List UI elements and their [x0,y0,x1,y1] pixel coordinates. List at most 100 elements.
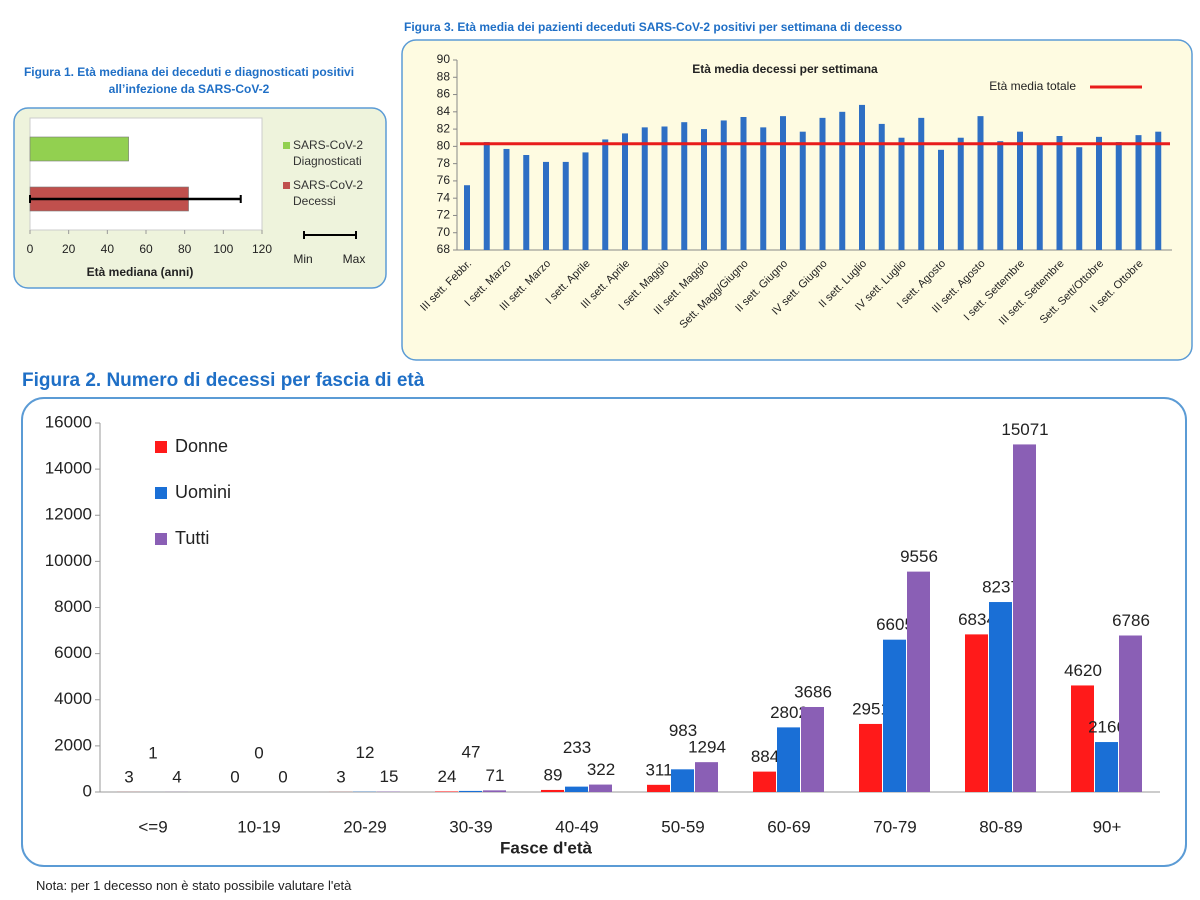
y-tick-label: 2000 [54,735,92,754]
bar [523,155,530,250]
range-legend-label: Min [293,252,312,266]
bar [1071,685,1094,792]
y-tick-label: 12000 [45,505,92,524]
x-tick-label: 40-49 [555,817,598,836]
bar [543,161,549,250]
bar [965,634,988,792]
bar [859,104,865,250]
bar [859,723,882,792]
x-tick-label: 20 [62,242,76,256]
legend-swatch [155,533,167,545]
bar [565,786,588,792]
bar [29,136,129,162]
x-tick-label: 0 [27,242,34,256]
data-label: 15 [380,767,399,786]
data-label: 1 [148,743,157,762]
bar [777,727,800,792]
bar [878,123,885,250]
y-tick-label: 80 [437,139,451,153]
bar [907,571,930,792]
x-tick-label: 70-79 [873,817,916,836]
y-tick-label: 90 [437,52,451,66]
data-label: 6786 [1112,611,1150,630]
x-tick-label: 20-29 [343,817,386,836]
bar [1096,136,1102,250]
legend-label: Tutti [175,528,209,548]
data-label: 311 [645,760,672,779]
bar [753,771,776,792]
bar [589,784,612,792]
data-label: 6834 [958,610,996,629]
bar [1013,444,1036,792]
data-label: 9556 [900,547,938,566]
data-label: 322 [587,760,615,779]
figure1-title: Figura 1. Età mediana dei deceduti e dia… [23,65,355,96]
legend-label: SARS-CoV-2 Decessi [293,178,364,208]
y-tick-label: 14000 [45,459,92,478]
x-tick-label: <=9 [138,817,167,836]
data-label: 89 [544,765,563,784]
x-tick-label: 30-39 [449,817,492,836]
bar [483,790,506,792]
y-tick-label: 10000 [45,551,92,570]
bar [989,602,1012,792]
bar [622,133,628,250]
y-tick-label: 68 [437,242,451,256]
y-tick-label: 88 [437,69,451,83]
bar [1115,142,1122,250]
bar [819,117,826,250]
data-label: 12 [356,743,375,762]
data-label: 1294 [688,738,726,757]
x-axis-label: Età mediana (anni) [87,265,194,279]
bar [681,122,688,250]
bar [562,161,569,250]
x-tick-label: 40 [101,242,115,256]
legend-label: Uomini [175,482,231,502]
data-label: 3 [124,767,133,786]
bar [582,152,589,250]
x-tick-label: 60 [139,242,153,256]
y-tick-label: 8000 [54,597,92,616]
x-tick-label: 120 [252,242,272,256]
data-label: 2802 [770,703,808,722]
bar [541,789,564,792]
x-tick-label: 80-89 [979,817,1022,836]
bar [1119,635,1142,792]
bar [602,139,609,250]
data-label: 24 [438,767,457,786]
bar [1036,144,1043,250]
y-tick-label: 0 [83,781,92,800]
y-tick-label: 70 [437,225,451,239]
y-tick-label: 16000 [45,412,92,431]
y-tick-label: 84 [437,104,451,118]
legend-swatch [155,487,167,499]
data-label: 8237 [982,578,1020,597]
bar [720,120,727,250]
bar [938,149,944,250]
figure3-title: Figura 3. Età media dei pazienti decedut… [404,20,903,34]
y-tick-label: 76 [437,173,451,187]
bar [883,639,906,792]
bar [671,769,694,792]
legend-swatch [283,182,290,189]
bar [1095,742,1118,792]
bar [997,141,1004,250]
x-tick-label: 10-19 [237,817,280,836]
figure3-panel [401,39,1193,361]
x-axis-label: Fasce d'età [500,838,592,857]
x-tick-label: 90+ [1093,817,1122,836]
note: Nota: per 1 decesso non è stato possibil… [36,878,352,893]
bar [957,137,964,250]
y-tick-label: 86 [437,87,451,101]
bar [1155,131,1162,250]
bar [464,185,470,250]
data-label: 15071 [1001,420,1048,439]
data-label: 6605 [876,615,914,634]
bar [661,126,668,250]
data-label: 3 [336,767,345,786]
bar [1056,136,1063,250]
y-tick-label: 72 [437,208,451,222]
data-label: 0 [278,767,287,786]
data-label: 4 [172,767,181,786]
